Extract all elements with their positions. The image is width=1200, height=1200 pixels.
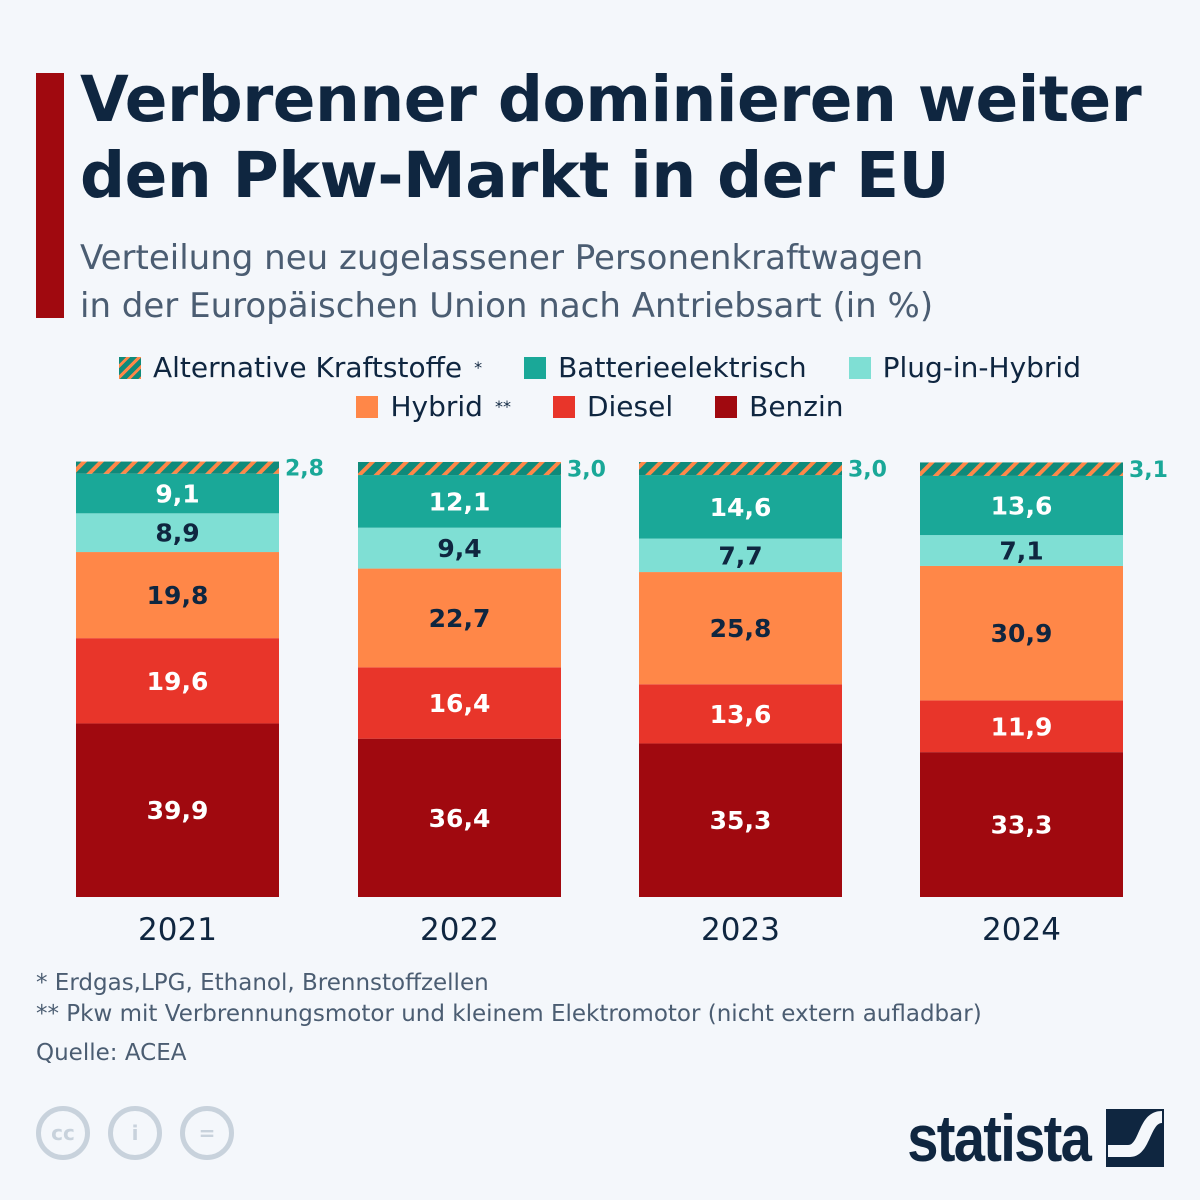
- legend-label: Alternative Kraftstoffe: [152, 351, 463, 384]
- bar-segment-plug-in-hybrid-2021: [76, 513, 279, 553]
- page-title: Verbrenner dominieren weiter den Pkw-Mar…: [80, 63, 1142, 212]
- data-label: 9,1: [155, 480, 199, 509]
- bar-segment-diesel-2022: [358, 667, 561, 739]
- data-label: 39,9: [147, 796, 209, 825]
- data-label: 19,6: [147, 667, 209, 696]
- subtitle-line-1: Verteilung neu zugelassener Personenkraf…: [80, 238, 924, 278]
- bar-segment-diesel-2024: [920, 700, 1123, 753]
- data-label: 36,4: [429, 804, 491, 833]
- bar-segment-benzin-2022: [358, 738, 561, 897]
- x-tick-label: 2024: [982, 912, 1061, 948]
- source: Quelle: ACEA: [36, 1040, 187, 1066]
- data-label: 9,4: [437, 534, 481, 563]
- legend-label: Benzin: [749, 390, 844, 423]
- data-label: 13,6: [710, 700, 772, 729]
- legend-row-2: Hybrid ** Diesel Benzin: [0, 390, 1200, 423]
- legend-label: Diesel: [586, 390, 674, 423]
- data-label: 30,9: [991, 619, 1053, 648]
- legend-label: Plug-in-Hybrid: [882, 351, 1081, 384]
- legend-swatch: [715, 395, 738, 418]
- legend-item-alternative-kraftstoffe: Alternative Kraftstoffe *: [118, 351, 483, 384]
- statista-logo-icon: [1106, 1109, 1164, 1167]
- data-label: 7,7: [718, 541, 762, 570]
- cc-icon[interactable]: cc: [36, 1106, 90, 1160]
- legend-swatch: [356, 395, 379, 418]
- legend-item-hybrid: Hybrid **: [356, 390, 511, 423]
- legend-footnote-mark: *: [474, 358, 483, 377]
- bar-segment-hybrid-2021: [76, 552, 279, 639]
- bar-segment-plug-in-hybrid-2022: [358, 527, 561, 569]
- x-tick-label: 2023: [701, 912, 780, 948]
- legend-swatch: [118, 356, 141, 379]
- title-accent-bar: [36, 73, 64, 318]
- data-label: 13,6: [991, 492, 1053, 521]
- data-label: 2,8: [285, 457, 324, 482]
- footnote-2: ** Pkw mit Verbrennungsmotor und kleinem…: [36, 1001, 982, 1027]
- bar-segment-alternative-kraftstoffe-2021: [76, 461, 279, 474]
- stacked-bar-chart: 39,9 19,6 19,8 8,9 9,1 2,8 2021 36,4 16,4 22,7 9,4…: [76, 457, 1168, 948]
- bar-segment-benzin-2021: [76, 723, 279, 897]
- bar-segment-batterieelektrisch-2022: [358, 475, 561, 528]
- legend-item-diesel: Diesel: [552, 390, 674, 423]
- statista-logo[interactable]: statista: [875, 1100, 1164, 1176]
- subtitle-line-2: in der Europäischen Union nach Antriebsa…: [80, 286, 934, 326]
- bar-segment-plug-in-hybrid-2023: [639, 538, 842, 573]
- data-label: 35,3: [710, 806, 772, 835]
- data-label: 14,6: [710, 493, 772, 522]
- data-label: 22,7: [429, 604, 491, 633]
- bar-segment-benzin-2023: [639, 743, 842, 897]
- legend-row-1: Alternative Kraftstoffe * Batterieelektris…: [0, 351, 1200, 384]
- bar-segment-batterieelektrisch-2021: [76, 473, 279, 514]
- bar-segment-alternative-kraftstoffe-2024: [920, 462, 1123, 476]
- legend-item-batterieelektrisch: Batterieelektrisch: [524, 351, 807, 384]
- data-label: 7,1: [999, 537, 1043, 566]
- data-label: 3,1: [1129, 458, 1168, 483]
- data-label: 8,9: [155, 519, 199, 548]
- bar-segment-alternative-kraftstoffe-2022: [358, 462, 561, 476]
- data-label: 3,0: [567, 458, 606, 483]
- subtitle: Verteilung neu zugelassener Personenkraf…: [80, 234, 1180, 330]
- data-label: 19,8: [147, 581, 209, 610]
- bar-segment-batterieelektrisch-2023: [639, 475, 842, 539]
- bar-segment-hybrid-2023: [639, 572, 842, 685]
- no-derivatives-icon[interactable]: =: [180, 1106, 234, 1160]
- data-label: 16,4: [429, 689, 491, 718]
- legend-item-plug-in-hybrid: Plug-in-Hybrid: [848, 351, 1081, 384]
- bar-segment-hybrid-2024: [920, 565, 1123, 701]
- data-label: 3,0: [848, 458, 887, 483]
- x-tick-label: 2022: [420, 912, 499, 948]
- legend-label: Hybrid: [390, 390, 483, 423]
- legend-swatch: [552, 395, 575, 418]
- bar-segment-diesel-2021: [76, 638, 279, 724]
- bar-segment-benzin-2024: [920, 752, 1123, 897]
- data-label: 11,9: [991, 712, 1053, 741]
- data-label: 33,3: [991, 811, 1053, 840]
- attribution-icon[interactable]: i: [108, 1106, 162, 1160]
- legend-footnote-mark: **: [494, 397, 511, 416]
- legend-swatch: [848, 356, 871, 379]
- footnote-1: * Erdgas,LPG, Ethanol, Brennstoffzellen: [36, 970, 489, 996]
- bar-segment-diesel-2023: [639, 684, 842, 744]
- bar-segment-plug-in-hybrid-2024: [920, 535, 1123, 566]
- legend-label: Batterieelektrisch: [558, 351, 807, 384]
- legend-item-benzin: Benzin: [715, 390, 844, 423]
- bar-segment-hybrid-2022: [358, 568, 561, 668]
- bar-segment-alternative-kraftstoffe-2023: [639, 462, 842, 476]
- x-tick-label: 2021: [138, 912, 217, 948]
- bar-segment-batterieelektrisch-2024: [920, 475, 1123, 536]
- brand-wordmark: statista: [907, 1101, 1092, 1175]
- data-label: 25,8: [710, 614, 772, 643]
- legend-swatch: [524, 356, 547, 379]
- data-label: 12,1: [429, 487, 491, 516]
